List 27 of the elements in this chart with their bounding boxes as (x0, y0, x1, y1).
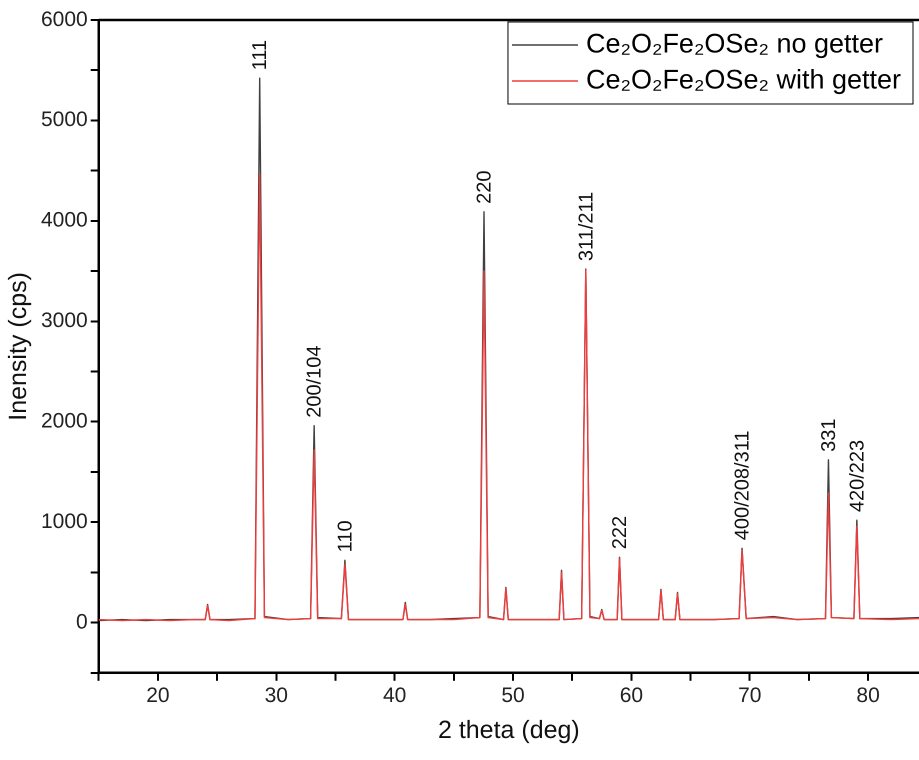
annotation: 400/208/311 (732, 430, 754, 540)
legend-label: Ce₂O₂Fe₂OSe₂ with getter (586, 64, 902, 94)
annotation: 311/211 (575, 192, 598, 262)
y-tick-label: 0 (76, 610, 88, 634)
y-tick-label: 5000 (41, 108, 88, 132)
x-tick-label: 30 (264, 684, 288, 708)
y-tick-label: 2000 (41, 410, 88, 433)
x-tick-label: 80 (856, 684, 880, 708)
x-tick-label: 50 (501, 684, 525, 708)
x-tick-label: 20 (146, 684, 170, 708)
annotation: 111 (249, 40, 272, 70)
annotation: 331 (818, 418, 840, 452)
x-tick-label: 60 (620, 684, 644, 708)
x-tick-label: 70 (738, 684, 762, 708)
annotation: 222 (609, 516, 632, 550)
annotation: 220 (474, 170, 496, 204)
y-tick-label: 6000 (41, 8, 88, 31)
y-tick-label: 4000 (41, 208, 88, 232)
legend-label: Ce₂O₂Fe₂OSe₂ no getter (586, 28, 884, 58)
annotation: 110 (334, 520, 356, 552)
annotation: 200/104 (304, 345, 326, 418)
x-tick-label: 40 (382, 684, 406, 708)
y-tick-label: 1000 (41, 510, 88, 533)
annotation: 420/223 (846, 440, 868, 512)
y-tick-label: 3000 (41, 309, 88, 332)
y-axis-title: Inensity (cps) (4, 272, 32, 421)
x-axis-title: 2 theta (deg) (438, 716, 580, 744)
